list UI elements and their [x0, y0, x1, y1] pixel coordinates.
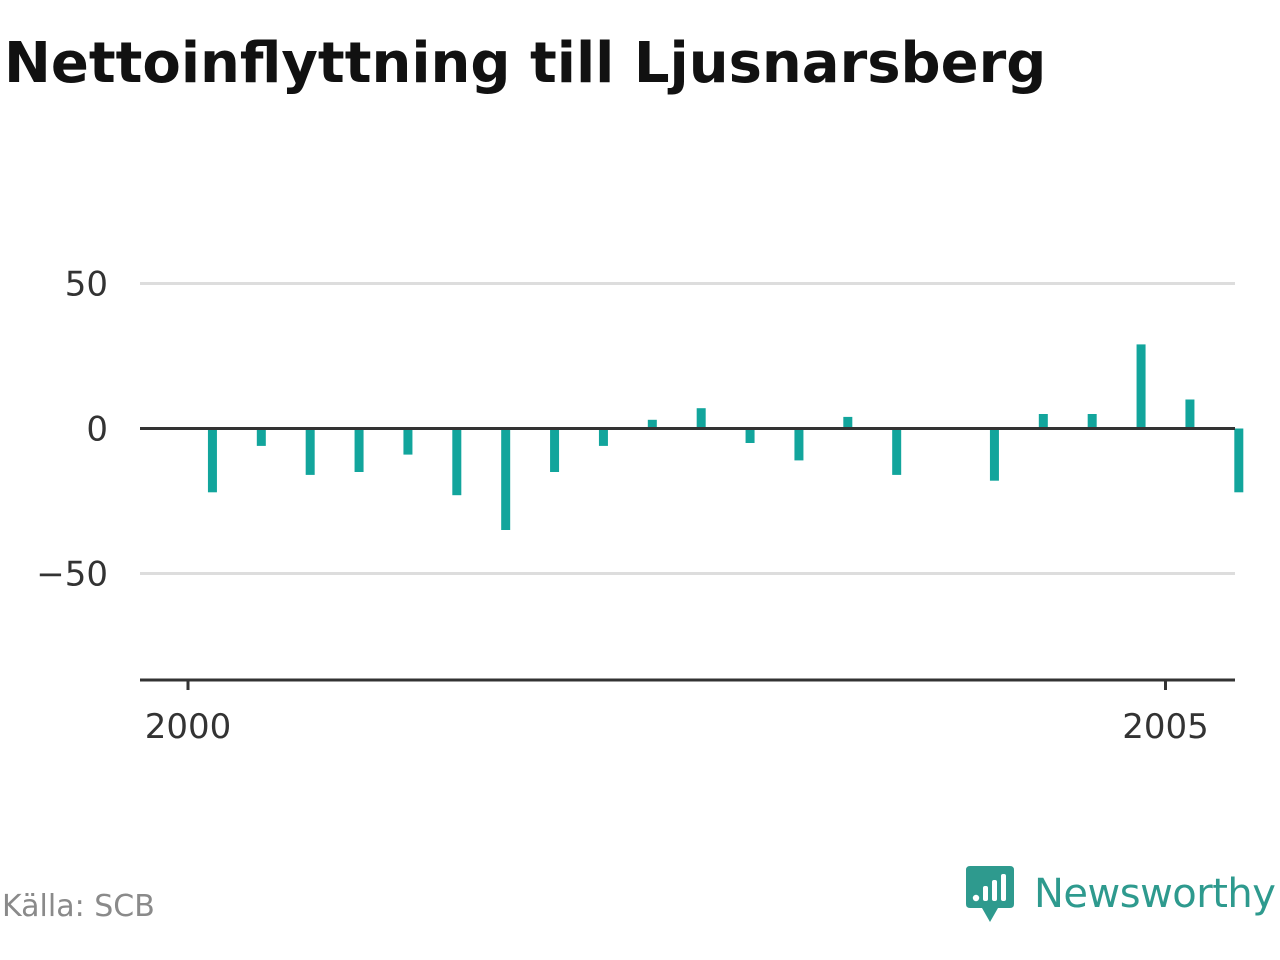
bar	[501, 428, 511, 530]
x-tick-label: 2000	[145, 707, 232, 747]
bar	[598, 428, 608, 446]
bar	[892, 428, 902, 475]
bar	[1038, 414, 1048, 429]
source-label: Källa: SCB	[2, 889, 155, 924]
brand-name: Newsworthy	[1034, 871, 1276, 917]
brand-logo[interactable]: Newsworthy	[964, 864, 1276, 924]
bar	[989, 428, 999, 481]
y-tick-label: 0	[86, 410, 108, 450]
bar	[794, 428, 804, 461]
bar	[550, 428, 560, 472]
bar	[207, 428, 217, 493]
axes	[140, 427, 1235, 690]
bar	[1234, 428, 1244, 493]
tick-labels: −50050200020052010201520202025	[36, 265, 1209, 748]
bar	[1136, 344, 1146, 429]
newsworthy-logo-icon	[966, 866, 1014, 922]
chart-title: Nettoinflyttning till Ljusnarsberg	[4, 31, 1047, 96]
bar	[354, 428, 364, 472]
x-tick-label: 2005	[1122, 707, 1209, 747]
bar	[305, 428, 315, 475]
bar	[256, 428, 266, 446]
bar	[843, 416, 853, 429]
grid-lines	[140, 282, 1235, 575]
bar	[403, 428, 413, 455]
y-tick-label: 50	[65, 265, 108, 305]
bar	[452, 428, 462, 496]
bar	[1185, 399, 1195, 429]
bar	[745, 428, 755, 443]
bar	[647, 419, 657, 429]
y-tick-label: −50	[36, 555, 108, 595]
bar	[696, 408, 706, 429]
bars	[207, 344, 1244, 530]
bar	[1087, 414, 1097, 429]
